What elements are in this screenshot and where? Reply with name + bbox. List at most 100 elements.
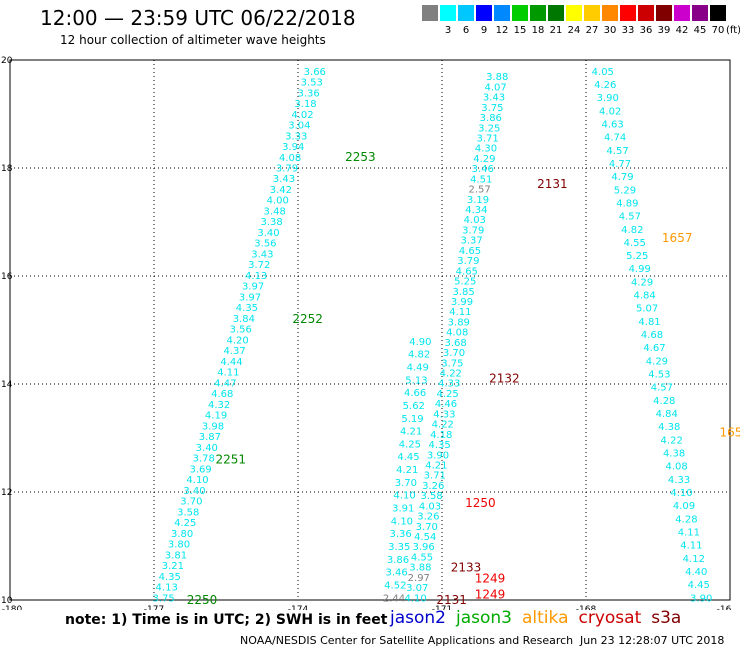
swh-value: 3.90 <box>690 593 712 604</box>
time-label: 2250 <box>187 593 218 607</box>
scale-label: 42 <box>675 25 689 36</box>
scale-label: 21 <box>549 25 563 36</box>
swh-value: 4.12 <box>683 554 705 565</box>
scale-swatch <box>476 5 492 21</box>
swh-value: 3.79 <box>462 225 484 236</box>
swh-value: 4.22 <box>432 420 454 431</box>
swh-value: 3.46 <box>472 164 494 175</box>
swh-value: 3.36 <box>297 88 319 99</box>
swh-value: 3.99 <box>451 297 473 308</box>
scale-unit-label: (ft) <box>726 25 740 36</box>
swh-value: 3.42 <box>270 185 292 196</box>
time-label: 1250 <box>465 496 496 510</box>
legend-item: s3a <box>651 608 682 628</box>
swh-value: 3.70 <box>395 478 417 489</box>
swh-value: 4.10 <box>391 516 413 527</box>
swh-value: 4.82 <box>621 225 643 236</box>
swh-value: 4.54 <box>414 532 436 543</box>
scale-swatch <box>674 5 690 21</box>
satellite-legend: jason2 jason3 altika cryosat s3a <box>390 608 691 628</box>
scale-label: 36 <box>639 25 653 36</box>
time-label: 1657 <box>662 231 693 245</box>
swh-value: 4.66 <box>404 388 426 399</box>
time-label: 2251 <box>216 453 247 467</box>
swh-value: 4.49 <box>407 362 429 373</box>
swh-value: 4.29 <box>631 277 653 288</box>
swh-value: 4.10 <box>393 491 415 502</box>
swh-value: 5.25 <box>454 277 476 288</box>
swh-value: 3.40 <box>183 486 205 497</box>
swh-value: 3.48 <box>264 206 286 217</box>
swh-value: 4.28 <box>653 396 675 407</box>
scale-label: 6 <box>462 25 470 36</box>
swh-value: 4.57 <box>606 146 628 157</box>
swh-value: 3.80 <box>171 529 193 540</box>
swh-value: 4.84 <box>633 291 655 302</box>
swh-value: 3.43 <box>251 249 273 260</box>
swh-value: 3.97 <box>242 282 264 293</box>
swh-value: 4.46 <box>435 399 457 410</box>
swh-value: 4.02 <box>291 110 313 121</box>
legend-item: jason3 <box>456 608 512 628</box>
swh-value: 3.70 <box>180 497 202 508</box>
wave-height-chart: -180 -177 -174 -171 -168 -161012141618203.754… <box>1 56 740 610</box>
swh-value: 4.44 <box>220 357 242 368</box>
scale-swatch <box>530 5 546 21</box>
scale-swatch <box>548 5 564 21</box>
legend-item: jason2 <box>390 608 446 628</box>
swh-value: 3.46 <box>386 568 408 579</box>
swh-value: 3.81 <box>165 550 187 561</box>
swh-value: 2.57 <box>468 185 490 196</box>
swh-value: 4.09 <box>673 501 695 512</box>
swh-value: 4.45 <box>397 452 419 463</box>
swh-value: 5.13 <box>405 375 427 386</box>
scale-swatch <box>692 5 708 21</box>
swh-value: 4.89 <box>616 198 638 209</box>
swh-value: 4.65 <box>456 266 478 277</box>
swh-value: 3.37 <box>460 236 482 247</box>
y-tick-label: 12 <box>1 488 12 498</box>
swh-value: 3.19 <box>467 195 489 206</box>
swh-value: 3.66 <box>304 67 326 78</box>
swh-value: 3.40 <box>257 228 279 239</box>
swh-value: 3.86 <box>387 555 409 566</box>
swh-value: 4.35 <box>159 572 181 583</box>
scale-label: 39 <box>657 25 671 36</box>
x-tick-label: -177 <box>144 605 164 610</box>
swh-value: 4.10 <box>670 488 692 499</box>
swh-value: 4.29 <box>473 154 495 165</box>
swh-value: 3.40 <box>196 443 218 454</box>
swh-value: 4.11 <box>217 368 239 379</box>
swh-value: 3.18 <box>294 99 316 110</box>
y-tick-label: 14 <box>1 380 13 390</box>
swh-value: 3.79 <box>457 256 479 267</box>
x-tick-label: -16 <box>717 605 732 610</box>
swh-value: 3.58 <box>420 491 442 502</box>
scale-swatch <box>566 5 582 21</box>
swh-value: 3.96 <box>412 542 434 553</box>
x-tick-label: -180 <box>2 605 23 610</box>
x-tick-label: -174 <box>288 605 309 610</box>
swh-value: 3.07 <box>406 583 428 594</box>
swh-value: 4.47 <box>214 378 236 389</box>
swh-value: 4.35 <box>236 303 258 314</box>
swh-value: 3.70 <box>443 348 465 359</box>
swh-value: 5.62 <box>403 401 425 412</box>
time-label: 1249 <box>475 588 506 602</box>
swh-value: 4.52 <box>384 580 406 591</box>
scale-swatch <box>602 5 618 21</box>
swh-value: 3.75 <box>441 358 463 369</box>
swh-value: 3.43 <box>273 174 295 185</box>
swh-value: 4.00 <box>267 196 289 207</box>
swh-value: 5.19 <box>401 414 423 425</box>
swh-value: 3.75 <box>152 593 174 604</box>
swh-value: 4.51 <box>470 174 492 185</box>
swh-value: 3.79 <box>276 164 298 175</box>
page-title: 12:00 — 23:59 UTC 06/22/2018 <box>40 6 356 30</box>
scale-label: 24 <box>567 25 581 36</box>
swh-value: 3.98 <box>202 421 224 432</box>
swh-value: 4.11 <box>678 527 700 538</box>
swh-value: 4.13 <box>156 583 178 594</box>
swh-value: 3.94 <box>282 142 304 153</box>
swh-value: 3.75 <box>481 103 503 114</box>
